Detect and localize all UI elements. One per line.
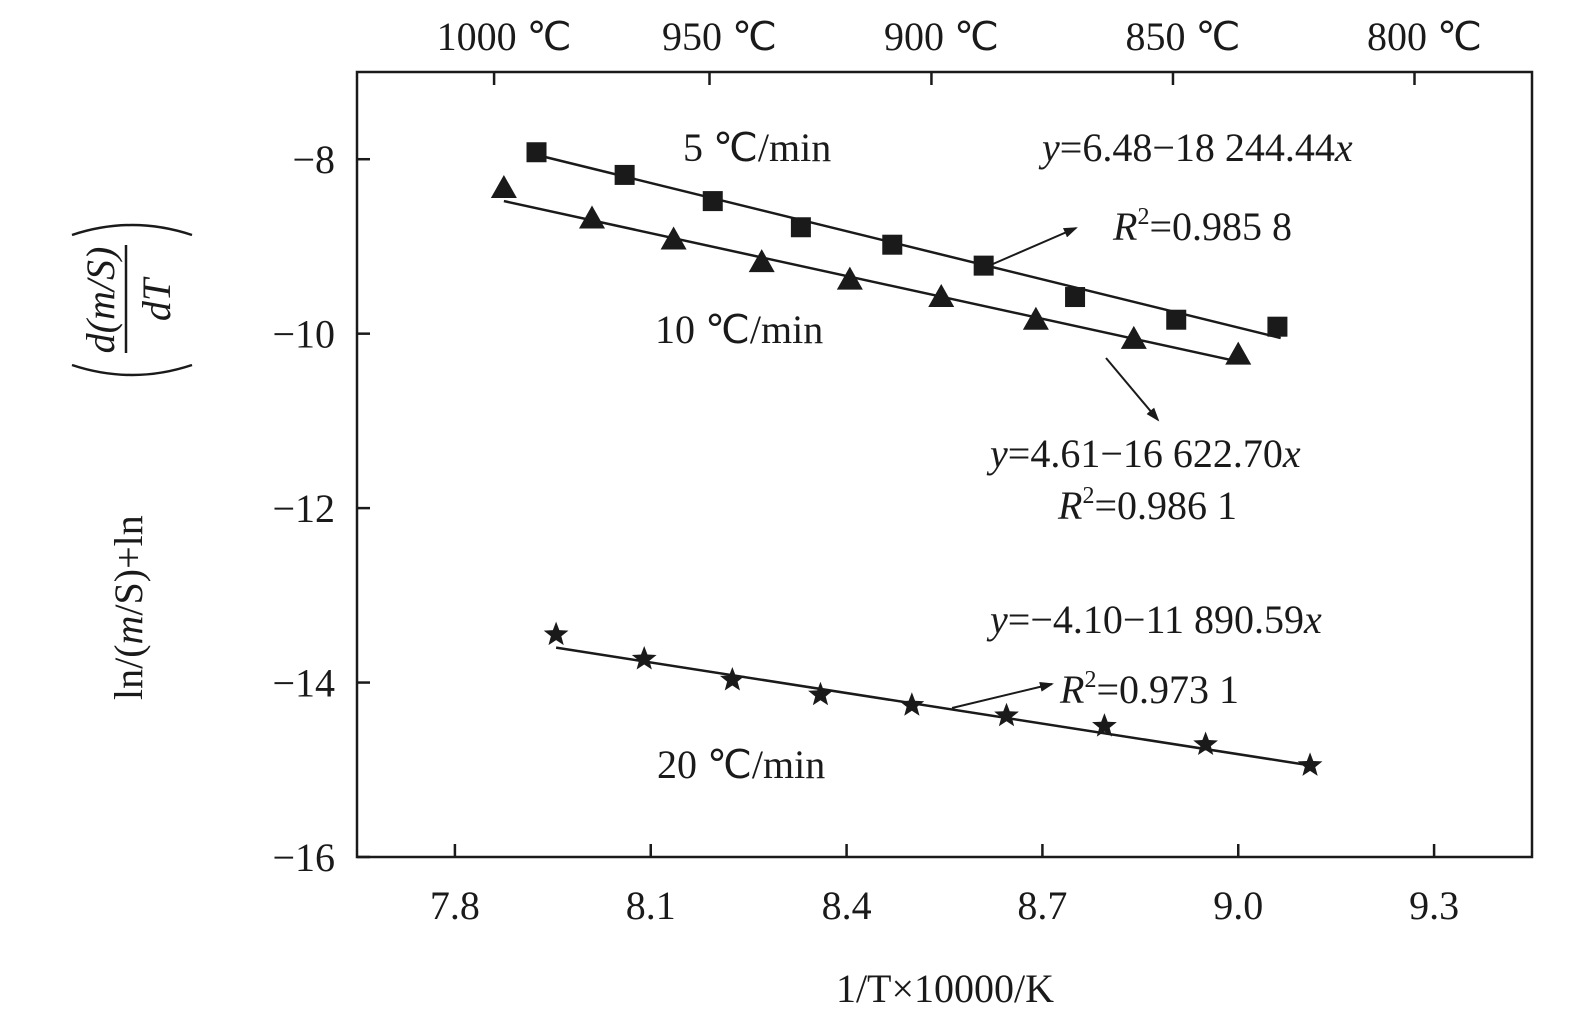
point-s0-8 [1267,316,1288,337]
fit-line-1 [503,199,1239,363]
point-s1-6 [1022,306,1049,330]
eq10-body: =4.61−16 622.70 [1008,431,1283,476]
point-s2-2 [719,666,745,691]
point-s1-7 [1120,325,1147,349]
point-s2-3 [808,681,833,706]
r20-sup: 2 [1084,667,1096,693]
eq5-x: x [1334,125,1353,170]
top-tick-label-4: 800 ℃ [1367,14,1482,59]
data-markers [490,142,1323,776]
ylabel-prefix: ln/( [106,644,151,700]
svg-text:ln/(m/S)+ln: ln/(m/S)+ln [106,515,151,700]
r2-20: R2=0.973 1 [1059,667,1239,712]
r5-R: R [1112,204,1137,249]
point-s2-6 [1092,713,1117,737]
ylabel-right-paren [71,223,193,237]
top-tick-label-3: 850 ℃ [1126,14,1241,59]
plot-frame [355,70,1534,859]
point-s1-3 [748,249,775,273]
eq5-body: =6.48−18 244.44 [1060,125,1335,170]
r2-5: R2=0.985 8 [1112,204,1292,249]
point-s2-1 [631,646,657,670]
point-s0-4 [882,234,903,255]
r10-body: =0.986 1 [1094,483,1237,528]
y-tick-label-3: −14 [272,661,335,706]
ylabel-numerator: d(m/S) [78,247,123,354]
fit-lines [503,153,1311,767]
point-s0-1 [614,164,635,185]
point-s0-2 [702,191,723,212]
equation-20: y=−4.10−11 890.59x [986,597,1322,642]
top-tick-label-0: 1000 ℃ [437,14,572,59]
eq20-body: =−4.10−11 890.59 [1008,597,1304,642]
r10-R: R [1057,483,1082,528]
r5-sup: 2 [1137,204,1149,230]
x-tick-label-4: 9.0 [1213,883,1263,928]
label-rate-10: 10 ℃/min [655,307,823,352]
point-s0-0 [526,142,547,163]
point-s0-7 [1166,309,1187,330]
r10-sup: 2 [1082,483,1094,509]
top-tick-label-2: 900 ℃ [884,14,999,59]
x-tick-label-2: 8.4 [822,883,872,928]
eq20-y: y [986,597,1008,642]
point-s0-6 [1065,287,1086,308]
x-tick-label-5: 9.3 [1409,883,1459,928]
equation-5: y=6.48−18 244.44x [1038,125,1353,170]
top-tick-label-1: 950 ℃ [662,14,777,59]
r20-body: =0.973 1 [1096,667,1239,712]
point-s1-1 [579,205,605,229]
x-axis-title: 1/T×10000/K [836,966,1054,1011]
point-s1-2 [660,226,687,250]
point-s2-0 [543,621,569,646]
ylabel-left-paren [71,363,193,377]
point-s2-7 [1193,731,1218,755]
x-tick-label-0: 7.8 [430,883,480,928]
point-s2-4 [899,692,925,716]
y-axis-title: ln/(m/S)+ln d(m/S) dT [71,223,193,700]
eq20-x: x [1303,597,1322,642]
y-tick-label-2: −12 [272,486,335,531]
r20-R: R [1059,667,1084,712]
ylabel-m: m [106,616,151,645]
label-rate-20: 20 ℃/min [657,742,825,787]
r2-10: R2=0.986 1 [1057,483,1237,528]
point-s2-5 [994,702,1019,727]
ylabel-denominator: dT [134,276,179,321]
fit-line-0 [536,153,1281,340]
equation-10: y=4.61−16 622.70x [986,431,1301,476]
ticks-layer: 7.8 8.1 8.4 8.7 9.0 9.3 −8 −10 −12 −14 −16 1000 ℃ 95… [272,14,1482,928]
eq10-y: y [986,431,1008,476]
y-tick-label-4: −16 [272,835,335,880]
x-tick-label-3: 8.7 [1017,883,1067,928]
point-s1-4 [836,266,863,290]
r5-body: =0.985 8 [1149,204,1292,249]
y-tick-label-0: −8 [292,137,335,182]
point-s2-8 [1297,752,1323,776]
point-s1-8 [1225,341,1252,365]
point-s1-5 [928,284,955,308]
ylabel-mid: /S)+ln [106,515,151,615]
fit-line-2 [555,646,1311,767]
arrow-20 [951,681,1054,709]
x-tick-label-1: 8.1 [626,883,676,928]
point-s1-0 [490,175,517,199]
arrow-10 [1105,357,1160,422]
eq10-x: x [1282,431,1301,476]
label-rate-5: 5 ℃/min [683,125,831,170]
y-tick-label-1: −10 [272,312,335,357]
point-s0-3 [790,217,811,238]
arrow-5 [985,227,1078,268]
point-s0-5 [973,255,994,276]
eq5-y: y [1038,125,1060,170]
